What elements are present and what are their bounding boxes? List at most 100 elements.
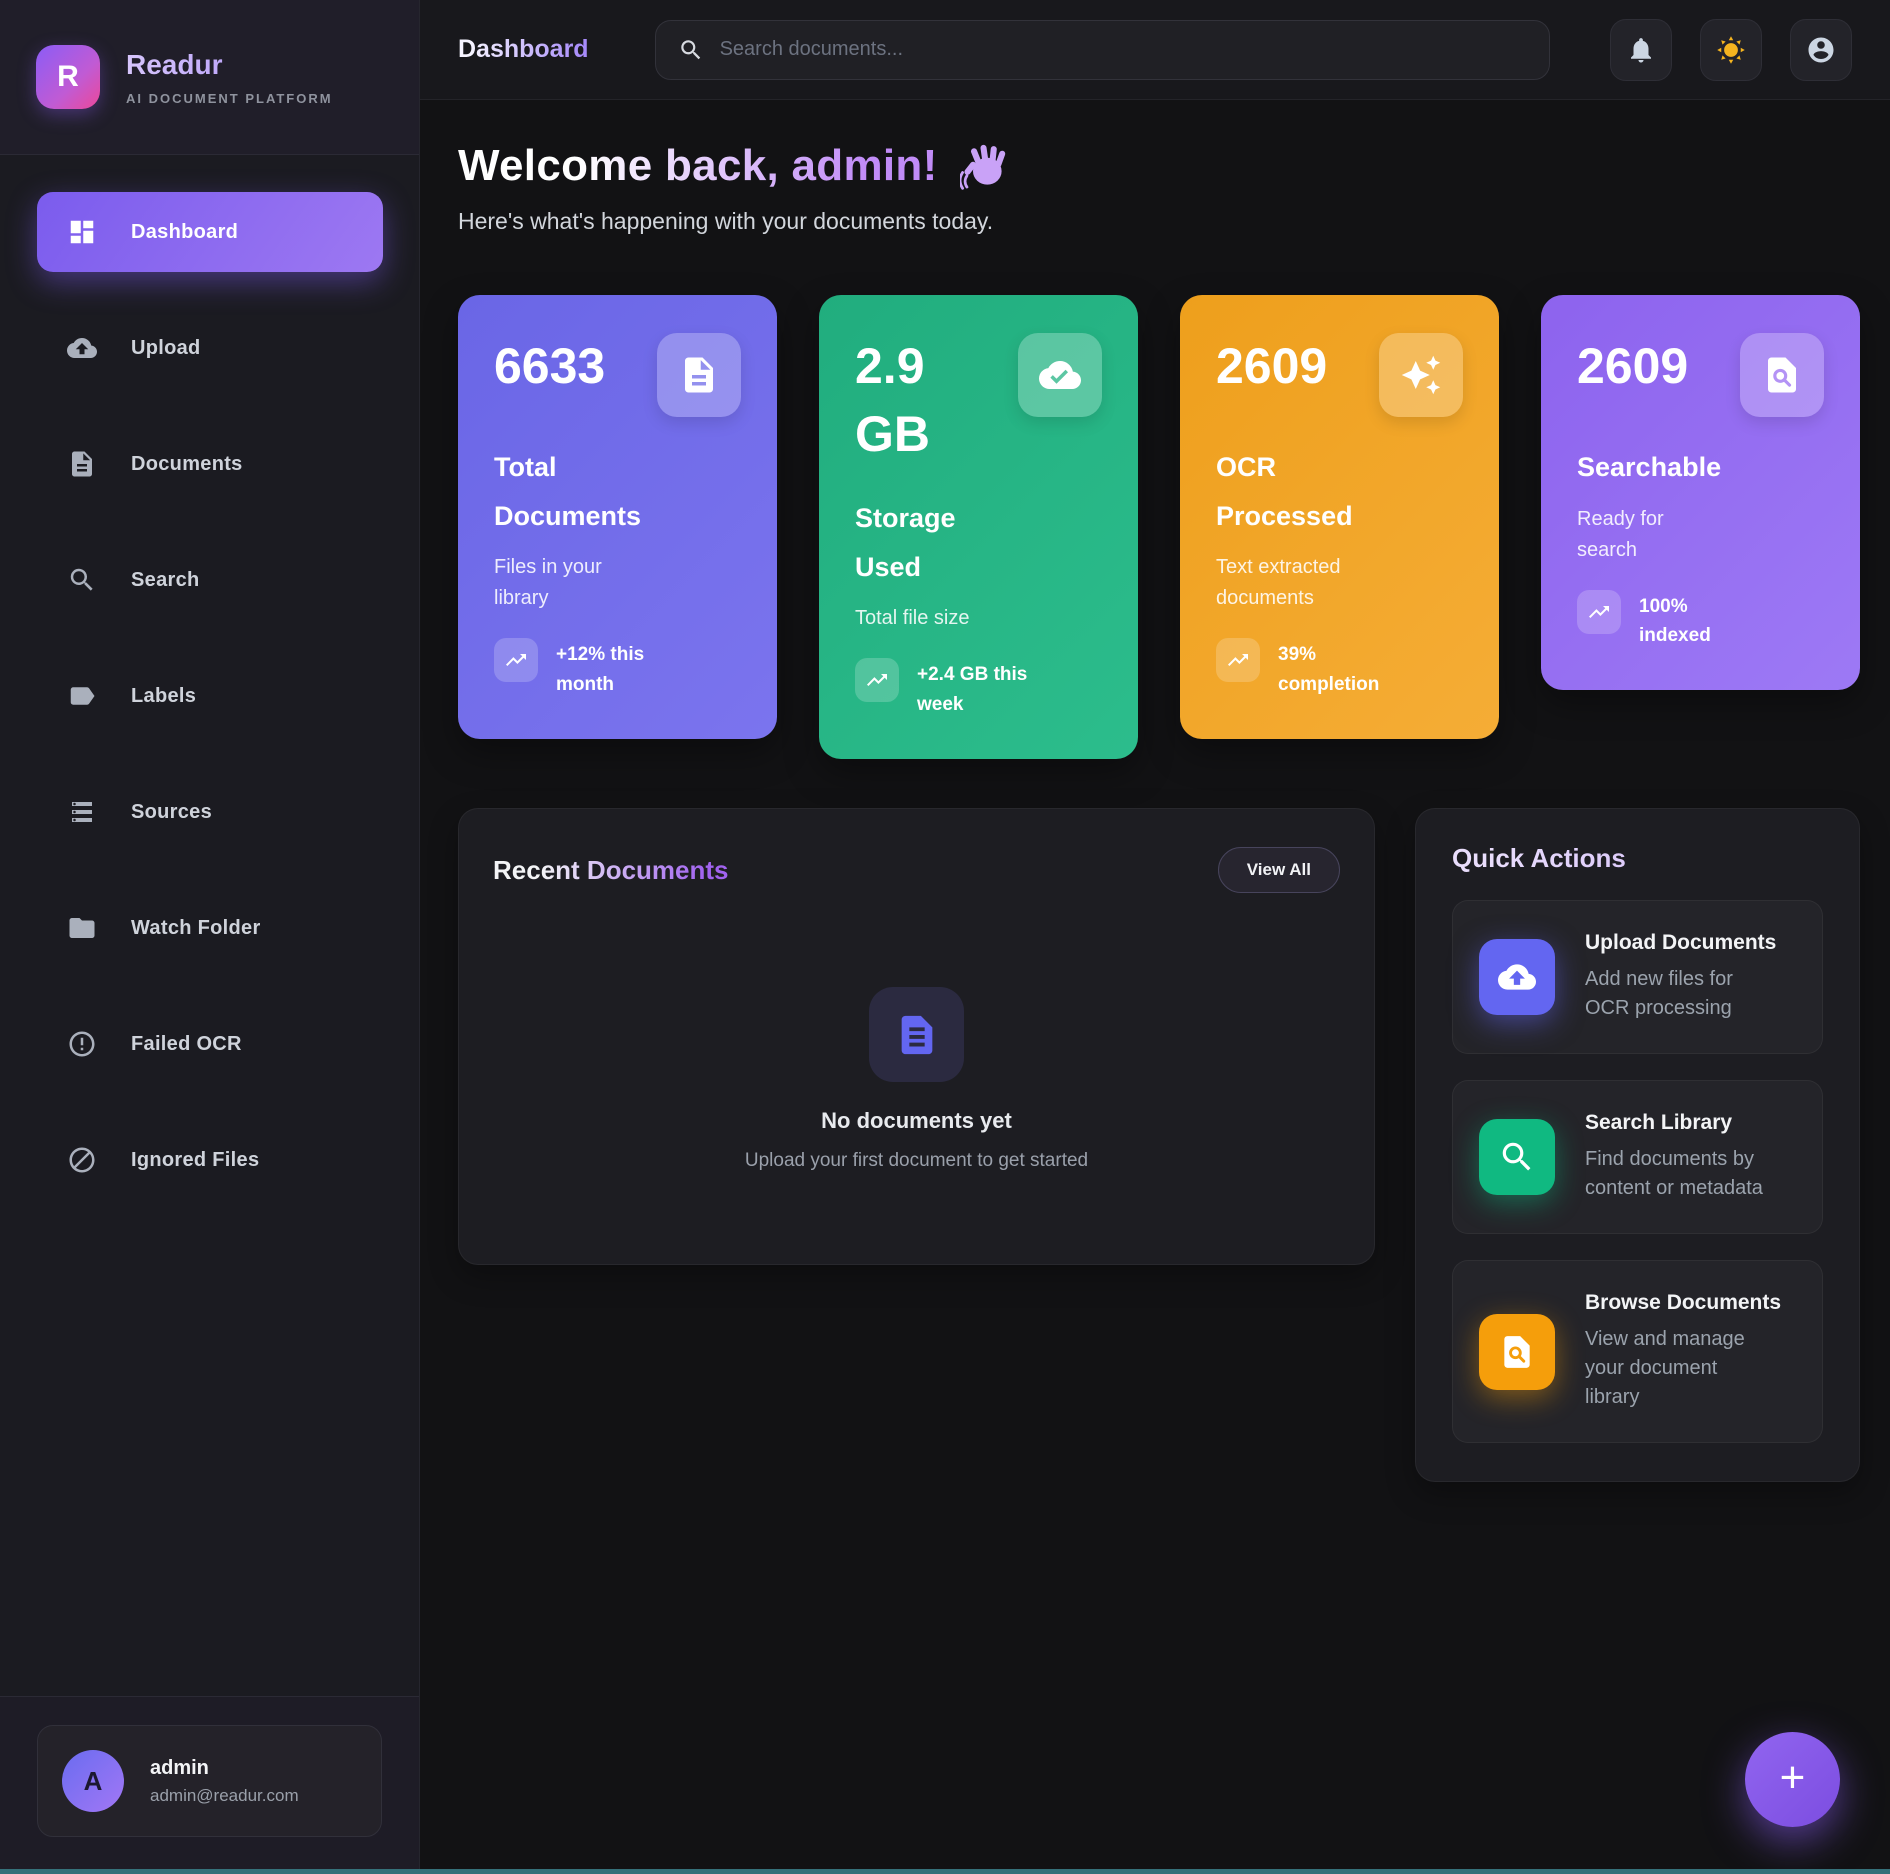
dashboard-icon [70, 220, 94, 244]
add-document-fab[interactable]: + [1745, 1732, 1840, 1827]
block-icon [69, 1147, 95, 1173]
cloud-upload-icon [1479, 939, 1555, 1016]
stats-row: 6633 Total Documents Files in your libra… [458, 295, 1860, 760]
quick-action-browse-documents[interactable]: Browse Documents View and manage your do… [1452, 1260, 1823, 1444]
quick-action-title: Browse Documents [1585, 1291, 1782, 1315]
bottom-edge-strip [0, 1869, 1890, 1874]
recent-empty-state: No documents yet Upload your first docum… [493, 987, 1340, 1172]
bell-icon [1631, 37, 1651, 62]
cloud-upload-icon [67, 338, 97, 358]
user-name: admin [150, 1756, 209, 1779]
file-search-icon [1740, 333, 1824, 417]
search-icon [70, 568, 93, 591]
stat-card-ocr-processed[interactable]: 2609 OCR Processed Text extracted docume… [1180, 295, 1499, 740]
search-icon [680, 39, 700, 59]
sidebar-item-watch-folder[interactable]: Watch Folder [37, 888, 383, 968]
sidebar-item-label: Sources [131, 800, 213, 823]
stat-description: Total file size [855, 607, 970, 630]
avatar: A [62, 1750, 124, 1812]
cloud-check-icon [1018, 333, 1102, 417]
folder-icon [69, 918, 95, 938]
stat-description: Files in your library [494, 556, 602, 610]
page-title: Dashboard [458, 35, 589, 63]
user-card[interactable]: A admin admin@readur.com [37, 1725, 382, 1837]
search-input[interactable] [719, 38, 1527, 61]
document-icon [657, 333, 741, 417]
sidebar-item-dashboard[interactable]: Dashboard [37, 192, 383, 272]
view-all-button[interactable]: View All [1217, 847, 1340, 894]
quick-action-description: Find documents by content or metadata [1585, 1148, 1763, 1200]
stat-trend: 39% completion [1278, 644, 1380, 695]
account-button[interactable] [1790, 18, 1852, 81]
stat-title: Storage Used [855, 503, 956, 582]
trending-up-icon [1577, 589, 1621, 634]
brand-name: Readur [126, 49, 333, 81]
user-email: admin@readur.com [150, 1785, 299, 1805]
trending-up-icon [494, 638, 538, 683]
stat-trend: 100% indexed [1639, 595, 1711, 647]
empty-state-subtitle: Upload your first document to get starte… [744, 1150, 1089, 1172]
sidebar-user-section: A admin admin@readur.com [0, 1696, 419, 1874]
sidebar-item-label: Upload [131, 336, 201, 359]
sidebar-item-ignored-files[interactable]: Ignored Files [37, 1120, 383, 1200]
brand-tagline: AI DOCUMENT PLATFORM [126, 90, 333, 106]
stat-trend: +12% this month [556, 644, 645, 695]
empty-state-title: No documents yet [821, 1108, 1012, 1134]
sidebar-item-documents[interactable]: Documents [37, 424, 383, 504]
quick-action-description: Add new files for OCR processing [1585, 968, 1733, 1020]
quick-action-description: View and manage your document library [1585, 1328, 1745, 1409]
stat-value: 6633 [494, 338, 606, 394]
sidebar-item-label: Ignored Files [131, 1148, 260, 1171]
recent-documents-panel: Recent Documents View All No documents y… [458, 808, 1375, 1266]
stat-title: Searchable [1577, 452, 1722, 482]
recent-documents-title: Recent Documents [493, 854, 729, 885]
stat-card-total-documents[interactable]: 6633 Total Documents Files in your libra… [458, 295, 777, 740]
stat-description: Text extracted documents [1216, 556, 1341, 610]
sidebar-item-label: Failed OCR [131, 1032, 242, 1055]
sources-icon [72, 802, 92, 822]
label-icon [70, 687, 95, 705]
file-search-icon [1479, 1313, 1555, 1390]
notifications-button[interactable] [1610, 18, 1672, 81]
sidebar-item-label: Search [131, 568, 200, 591]
sidebar: R Readur AI DOCUMENT PLATFORM Dashboard … [0, 0, 420, 1874]
document-icon [869, 987, 964, 1083]
stat-value: 2609 [1216, 338, 1328, 394]
sidebar-item-upload[interactable]: Upload [37, 308, 383, 388]
trending-up-icon [1216, 638, 1260, 683]
search-bar[interactable] [654, 19, 1550, 80]
sidebar-item-sources[interactable]: Sources [37, 772, 383, 852]
document-icon [72, 451, 92, 477]
sidebar-item-search[interactable]: Search [37, 540, 383, 620]
trending-up-icon [855, 658, 899, 703]
stat-card-storage-used[interactable]: 2.9 GB Storage Used Total file size +2.4… [819, 295, 1138, 760]
top-bar: Dashboard [420, 0, 1890, 100]
quick-action-upload-documents[interactable]: Upload Documents Add new files for OCR p… [1452, 900, 1823, 1055]
main-area: Dashboard Welcome back, admin! [420, 0, 1890, 1874]
quick-action-title: Search Library [1585, 1111, 1733, 1135]
quick-actions-title: Quick Actions [1452, 843, 1823, 874]
sidebar-item-label: Labels [131, 684, 197, 707]
stat-card-searchable[interactable]: 2609 Searchable Ready for search 100% in… [1541, 295, 1860, 691]
search-icon [1479, 1119, 1555, 1196]
welcome-header: Welcome back, admin! [458, 140, 1860, 192]
sidebar-item-failed-ocr[interactable]: Failed OCR [37, 1004, 383, 1084]
brand-header: R Readur AI DOCUMENT PLATFORM [0, 0, 419, 155]
avatar-initial: A [83, 1765, 103, 1796]
error-icon [69, 1031, 95, 1057]
sidebar-item-labels[interactable]: Labels [37, 656, 383, 736]
welcome-subtitle: Here's what's happening with your docume… [458, 208, 994, 234]
quick-action-search-library[interactable]: Search Library Find documents by content… [1452, 1080, 1823, 1235]
stat-description: Ready for search [1577, 507, 1664, 561]
sidebar-item-label: Watch Folder [131, 916, 261, 939]
welcome-title: Welcome back, admin! [458, 141, 938, 190]
sparkles-icon [1379, 333, 1463, 417]
theme-toggle-button[interactable] [1700, 18, 1762, 81]
brand-logo-letter: R [57, 60, 79, 93]
quick-action-title: Upload Documents [1585, 931, 1777, 955]
stat-title: OCR Processed [1216, 452, 1353, 531]
account-icon [1808, 37, 1834, 62]
sun-icon [1717, 35, 1745, 64]
waving-hand-icon [959, 144, 1005, 190]
sidebar-item-label: Dashboard [131, 220, 239, 243]
